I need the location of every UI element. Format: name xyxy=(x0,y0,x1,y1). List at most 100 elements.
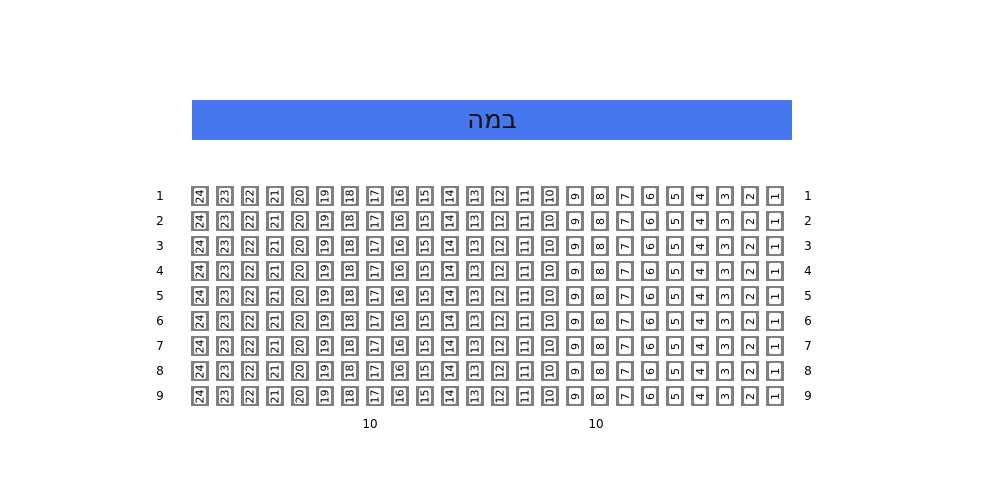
seat[interactable]: 18 xyxy=(341,311,359,331)
seat[interactable]: 7 xyxy=(616,286,634,306)
seat[interactable]: 7 xyxy=(616,311,634,331)
seat[interactable]: 1 xyxy=(766,261,784,281)
seat[interactable]: 14 xyxy=(441,361,459,381)
seat[interactable]: 20 xyxy=(291,261,309,281)
seat[interactable]: 20 xyxy=(291,386,309,406)
seat[interactable]: 3 xyxy=(716,261,734,281)
seat[interactable]: 15 xyxy=(416,361,434,381)
seat[interactable]: 21 xyxy=(266,386,284,406)
seat[interactable]: 13 xyxy=(466,311,484,331)
seat[interactable]: 11 xyxy=(516,186,534,206)
seat[interactable]: 7 xyxy=(616,211,634,231)
seat[interactable]: 20 xyxy=(291,311,309,331)
seat[interactable]: 19 xyxy=(316,386,334,406)
seat[interactable]: 16 xyxy=(391,186,409,206)
seat[interactable]: 2 xyxy=(741,261,759,281)
seat[interactable]: 16 xyxy=(391,361,409,381)
seat[interactable]: 2 xyxy=(741,211,759,231)
seat[interactable]: 12 xyxy=(491,386,509,406)
seat[interactable]: 22 xyxy=(241,261,259,281)
seat[interactable]: 10 xyxy=(541,211,559,231)
seat[interactable]: 5 xyxy=(666,286,684,306)
seat[interactable]: 18 xyxy=(341,286,359,306)
seat[interactable]: 24 xyxy=(191,211,209,231)
seat[interactable]: 21 xyxy=(266,211,284,231)
seat[interactable]: 23 xyxy=(216,286,234,306)
seat[interactable]: 14 xyxy=(441,261,459,281)
seat[interactable]: 22 xyxy=(241,286,259,306)
seat[interactable]: 18 xyxy=(341,361,359,381)
seat[interactable]: 24 xyxy=(191,261,209,281)
seat[interactable]: 11 xyxy=(516,236,534,256)
seat[interactable]: 13 xyxy=(466,386,484,406)
seat[interactable]: 22 xyxy=(241,186,259,206)
seat[interactable]: 21 xyxy=(266,361,284,381)
seat[interactable]: 5 xyxy=(666,336,684,356)
seat[interactable]: 10 xyxy=(541,361,559,381)
seat[interactable]: 9 xyxy=(566,186,584,206)
seat[interactable]: 16 xyxy=(391,386,409,406)
seat[interactable]: 24 xyxy=(191,361,209,381)
seat[interactable]: 8 xyxy=(591,261,609,281)
seat[interactable]: 4 xyxy=(691,261,709,281)
seat[interactable]: 18 xyxy=(341,211,359,231)
seat[interactable]: 7 xyxy=(616,186,634,206)
seat[interactable]: 10 xyxy=(541,386,559,406)
seat[interactable]: 9 xyxy=(566,261,584,281)
seat[interactable]: 11 xyxy=(516,311,534,331)
seat[interactable]: 8 xyxy=(591,311,609,331)
seat[interactable]: 4 xyxy=(691,236,709,256)
seat[interactable]: 15 xyxy=(416,336,434,356)
seat[interactable]: 23 xyxy=(216,261,234,281)
seat[interactable]: 8 xyxy=(591,211,609,231)
seat[interactable]: 2 xyxy=(741,361,759,381)
seat[interactable]: 19 xyxy=(316,361,334,381)
seat[interactable]: 15 xyxy=(416,211,434,231)
seat[interactable]: 14 xyxy=(441,311,459,331)
seat[interactable]: 4 xyxy=(691,336,709,356)
seat[interactable]: 7 xyxy=(616,361,634,381)
seat[interactable]: 11 xyxy=(516,261,534,281)
seat[interactable]: 4 xyxy=(691,311,709,331)
seat[interactable]: 15 xyxy=(416,386,434,406)
seat[interactable]: 2 xyxy=(741,386,759,406)
seat[interactable]: 17 xyxy=(366,261,384,281)
seat[interactable]: 20 xyxy=(291,361,309,381)
seat[interactable]: 15 xyxy=(416,236,434,256)
seat[interactable]: 7 xyxy=(616,261,634,281)
seat[interactable]: 11 xyxy=(516,286,534,306)
seat[interactable]: 19 xyxy=(316,261,334,281)
seat[interactable]: 5 xyxy=(666,261,684,281)
seat[interactable]: 4 xyxy=(691,211,709,231)
seat[interactable]: 24 xyxy=(191,336,209,356)
seat[interactable]: 22 xyxy=(241,211,259,231)
seat[interactable]: 7 xyxy=(616,386,634,406)
seat[interactable]: 20 xyxy=(291,336,309,356)
seat[interactable]: 15 xyxy=(416,261,434,281)
seat[interactable]: 3 xyxy=(716,286,734,306)
seat[interactable]: 12 xyxy=(491,261,509,281)
seat[interactable]: 2 xyxy=(741,286,759,306)
seat[interactable]: 12 xyxy=(491,311,509,331)
seat[interactable]: 1 xyxy=(766,386,784,406)
seat[interactable]: 14 xyxy=(441,286,459,306)
seat[interactable]: 19 xyxy=(316,186,334,206)
seat[interactable]: 16 xyxy=(391,336,409,356)
seat[interactable]: 3 xyxy=(716,211,734,231)
seat[interactable]: 1 xyxy=(766,311,784,331)
seat[interactable]: 8 xyxy=(591,336,609,356)
seat[interactable]: 13 xyxy=(466,236,484,256)
seat[interactable]: 3 xyxy=(716,361,734,381)
seat[interactable]: 12 xyxy=(491,211,509,231)
seat[interactable]: 11 xyxy=(516,211,534,231)
seat[interactable]: 6 xyxy=(641,261,659,281)
seat[interactable]: 8 xyxy=(591,386,609,406)
seat[interactable]: 22 xyxy=(241,386,259,406)
seat[interactable]: 6 xyxy=(641,336,659,356)
seat[interactable]: 17 xyxy=(366,361,384,381)
seat[interactable]: 24 xyxy=(191,286,209,306)
seat[interactable]: 5 xyxy=(666,211,684,231)
seat[interactable]: 23 xyxy=(216,186,234,206)
seat[interactable]: 18 xyxy=(341,236,359,256)
seat[interactable]: 19 xyxy=(316,211,334,231)
